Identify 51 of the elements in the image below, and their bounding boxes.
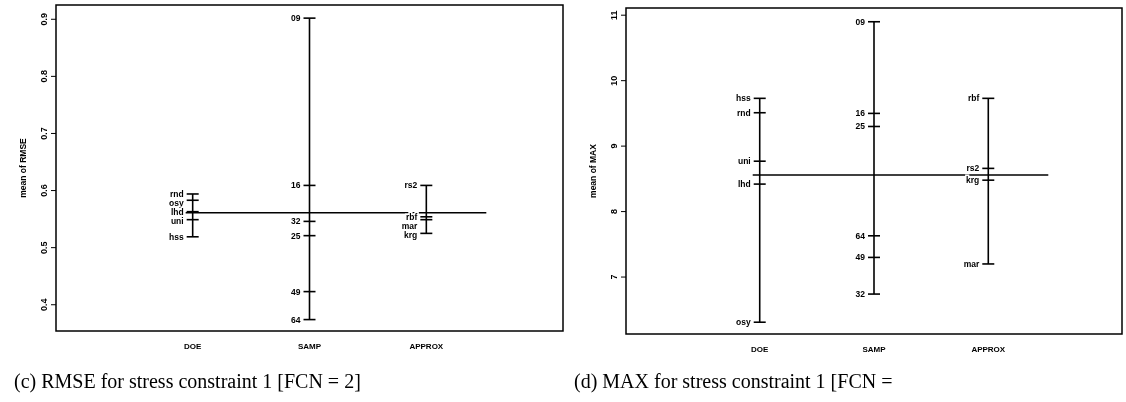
y-tick-label: 0.9: [39, 13, 49, 26]
x-tick-label: SAMP: [297, 342, 322, 351]
annotation: mar: [963, 258, 980, 269]
annotation: 16: [291, 180, 301, 191]
annotation: 64: [855, 230, 866, 241]
text: (c) RMSE for stress constraint 1 [FCN = 2]: [14, 370, 361, 393]
annotation: lhd: [737, 179, 751, 190]
text: (d) MAX for stress constraint 1 [FCN =: [574, 370, 893, 393]
x-tick-label: DOE: [184, 342, 203, 351]
annotation: hss: [169, 231, 184, 242]
y-axis-title: mean of RMSE: [18, 137, 28, 198]
annotation: osy: [169, 197, 184, 208]
y-tick-label: 9: [609, 143, 619, 149]
annotation: 32: [291, 216, 301, 227]
y-axis-title: mean of MAX: [588, 143, 598, 198]
annotation: 49: [291, 286, 301, 297]
annotation: 16: [855, 108, 866, 119]
annotation: rnd: [737, 107, 751, 118]
annotation: rs2: [404, 180, 418, 191]
x-tick-label: SAMP: [862, 345, 887, 354]
y-tick-label: 7: [609, 274, 619, 280]
annotation: 32: [855, 289, 866, 300]
annotation: krg: [404, 229, 418, 240]
y-tick-label: 0.7: [39, 127, 49, 140]
y-tick-label: 10: [609, 75, 619, 86]
annotation: 09: [291, 13, 301, 24]
y-tick-label: 0.6: [39, 184, 49, 197]
annotation: rs2: [966, 163, 980, 174]
annotation: uni: [170, 215, 184, 226]
annotation: rnd: [169, 188, 184, 199]
annotation: uni: [737, 156, 751, 167]
annotation: rbf: [967, 93, 980, 104]
annotation: lhd: [170, 206, 184, 217]
x-tick-label: APPROX: [409, 342, 444, 351]
annotation: 49: [855, 252, 866, 263]
x-tick-label: DOE: [751, 345, 770, 354]
annotation: osy: [736, 317, 751, 328]
annotation: mar: [401, 220, 419, 231]
y-tick-label: 0.5: [39, 241, 49, 254]
annotation: 25: [291, 230, 301, 241]
annotation: rbf: [405, 211, 418, 222]
annotation: 25: [855, 121, 866, 132]
x-tick-label: APPROX: [971, 345, 1006, 354]
annotation: 64: [291, 314, 301, 325]
annotation: 09: [855, 16, 866, 27]
annotation: krg: [966, 175, 980, 186]
y-tick-label: 8: [609, 209, 619, 215]
y-tick-label: 0.8: [39, 70, 49, 83]
annotation: hss: [736, 93, 751, 104]
y-tick-label: 11: [609, 10, 619, 20]
y-tick-label: 0.4: [39, 298, 49, 311]
